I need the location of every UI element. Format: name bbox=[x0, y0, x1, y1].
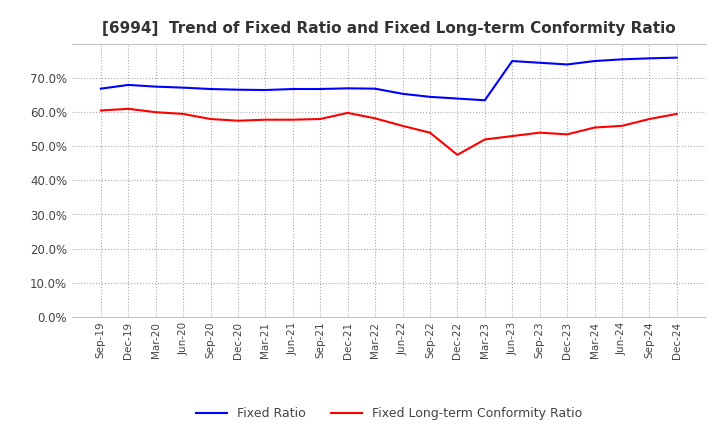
Fixed Long-term Conformity Ratio bbox=[508, 133, 516, 139]
Fixed Long-term Conformity Ratio bbox=[453, 152, 462, 158]
Fixed Ratio bbox=[289, 86, 297, 92]
Fixed Long-term Conformity Ratio bbox=[426, 130, 434, 136]
Fixed Ratio bbox=[672, 55, 681, 60]
Fixed Ratio bbox=[398, 91, 407, 96]
Fixed Ratio bbox=[618, 57, 626, 62]
Fixed Ratio bbox=[453, 96, 462, 101]
Fixed Long-term Conformity Ratio bbox=[261, 117, 270, 122]
Fixed Ratio bbox=[563, 62, 572, 67]
Fixed Ratio bbox=[124, 82, 132, 88]
Fixed Ratio bbox=[645, 56, 654, 61]
Fixed Ratio bbox=[316, 86, 325, 92]
Fixed Long-term Conformity Ratio bbox=[316, 116, 325, 121]
Fixed Long-term Conformity Ratio bbox=[179, 111, 187, 117]
Fixed Ratio bbox=[233, 87, 242, 92]
Fixed Ratio bbox=[343, 86, 352, 91]
Fixed Long-term Conformity Ratio bbox=[645, 116, 654, 121]
Fixed Long-term Conformity Ratio bbox=[590, 125, 599, 130]
Fixed Long-term Conformity Ratio bbox=[672, 111, 681, 117]
Fixed Ratio bbox=[371, 86, 379, 92]
Fixed Long-term Conformity Ratio bbox=[233, 118, 242, 123]
Fixed Ratio bbox=[261, 88, 270, 93]
Fixed Long-term Conformity Ratio bbox=[151, 110, 160, 115]
Fixed Long-term Conformity Ratio bbox=[96, 108, 105, 113]
Fixed Ratio bbox=[480, 98, 489, 103]
Fixed Long-term Conformity Ratio bbox=[536, 130, 544, 136]
Fixed Ratio bbox=[536, 60, 544, 66]
Fixed Long-term Conformity Ratio bbox=[563, 132, 572, 137]
Fixed Ratio bbox=[179, 85, 187, 90]
Fixed Long-term Conformity Ratio bbox=[618, 123, 626, 128]
Legend: Fixed Ratio, Fixed Long-term Conformity Ratio: Fixed Ratio, Fixed Long-term Conformity … bbox=[191, 402, 587, 425]
Fixed Ratio bbox=[590, 59, 599, 64]
Fixed Long-term Conformity Ratio bbox=[371, 116, 379, 121]
Fixed Long-term Conformity Ratio bbox=[398, 123, 407, 128]
Line: Fixed Long-term Conformity Ratio: Fixed Long-term Conformity Ratio bbox=[101, 109, 677, 155]
Fixed Ratio bbox=[206, 86, 215, 92]
Fixed Ratio bbox=[508, 59, 516, 64]
Fixed Long-term Conformity Ratio bbox=[480, 137, 489, 142]
Fixed Ratio bbox=[151, 84, 160, 89]
Fixed Long-term Conformity Ratio bbox=[206, 116, 215, 121]
Title: [6994]  Trend of Fixed Ratio and Fixed Long-term Conformity Ratio: [6994] Trend of Fixed Ratio and Fixed Lo… bbox=[102, 21, 675, 36]
Fixed Ratio bbox=[96, 86, 105, 92]
Fixed Long-term Conformity Ratio bbox=[289, 117, 297, 122]
Line: Fixed Ratio: Fixed Ratio bbox=[101, 58, 677, 100]
Fixed Long-term Conformity Ratio bbox=[124, 106, 132, 111]
Fixed Ratio bbox=[426, 94, 434, 99]
Fixed Long-term Conformity Ratio bbox=[343, 110, 352, 116]
